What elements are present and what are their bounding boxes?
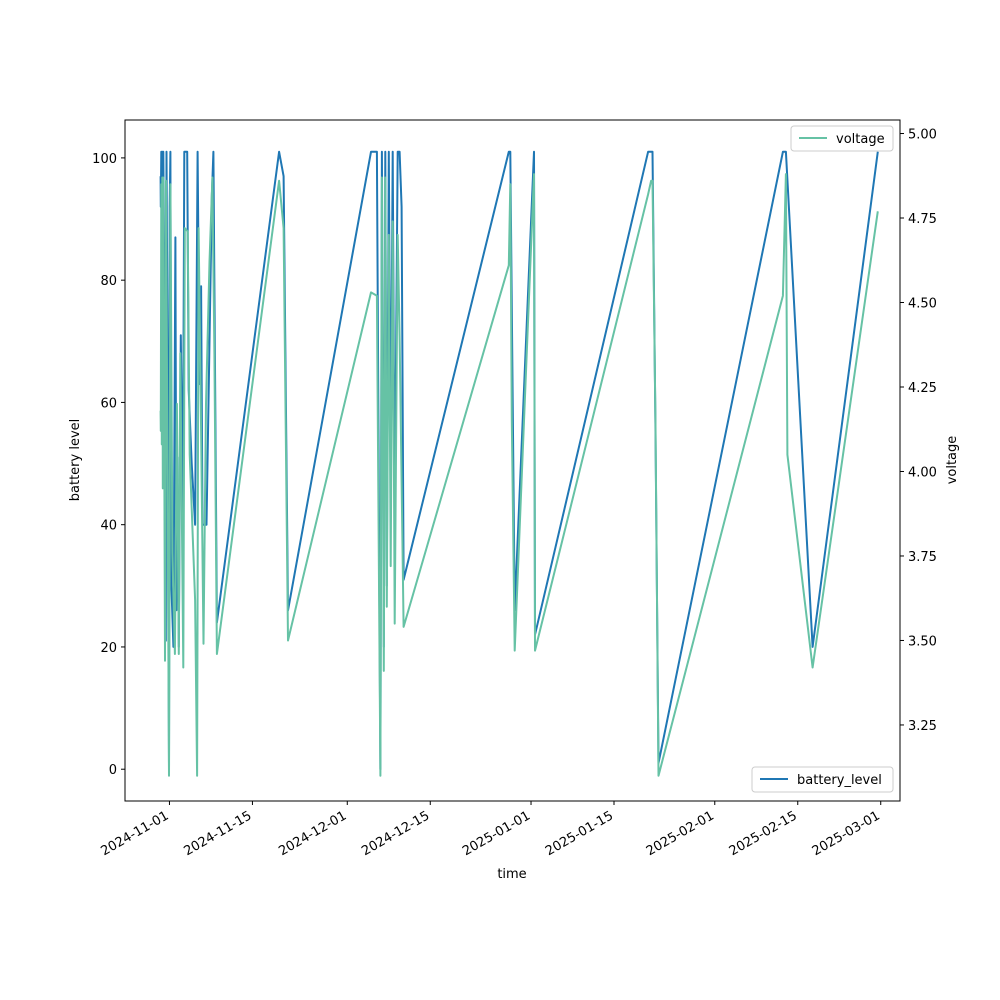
y-right-tick-label: 4.25: [908, 381, 937, 396]
legend-battery-level-label: battery_level: [797, 773, 882, 788]
legend-battery-level: battery_level: [751, 766, 894, 793]
y-left-tick-label: 0: [109, 763, 117, 778]
y-right-tick-label: 3.50: [908, 634, 937, 649]
legend-voltage-box: [790, 125, 894, 152]
plot-frame: [124, 119, 901, 802]
legend-voltage: voltage: [790, 125, 894, 152]
y-right-axis: 3.25 3.50 3.75 4.00 4.25 4.50 4.75 5.00: [900, 128, 937, 734]
y-left-axis: 0 20 40 60 80 100: [92, 152, 125, 778]
y-right-tick-label: 4.50: [908, 297, 937, 312]
y-left-tick-label: 40: [100, 519, 117, 534]
legend-battery-level-box: [751, 766, 894, 793]
y-left-tick-label: 60: [100, 396, 117, 411]
y-right-tick-label: 4.00: [908, 465, 937, 480]
y-right-tick-label: 5.00: [908, 128, 937, 143]
series-layer: [159, 150, 879, 777]
y-right-axis-title: voltage: [945, 436, 960, 485]
y-right-tick-label: 3.75: [908, 550, 937, 565]
y-right-tick-label: 4.75: [908, 212, 937, 227]
x-axis-title: time: [497, 867, 526, 882]
legend-voltage-label: voltage: [836, 132, 885, 147]
y-left-tick-label: 20: [100, 641, 117, 656]
y-right-tick-label: 3.25: [908, 719, 937, 734]
y-left-tick-label: 80: [100, 274, 117, 289]
y-left-tick-label: 100: [92, 152, 117, 167]
y-left-axis-title: battery level: [68, 419, 83, 502]
series-line-voltage: [159, 173, 879, 777]
